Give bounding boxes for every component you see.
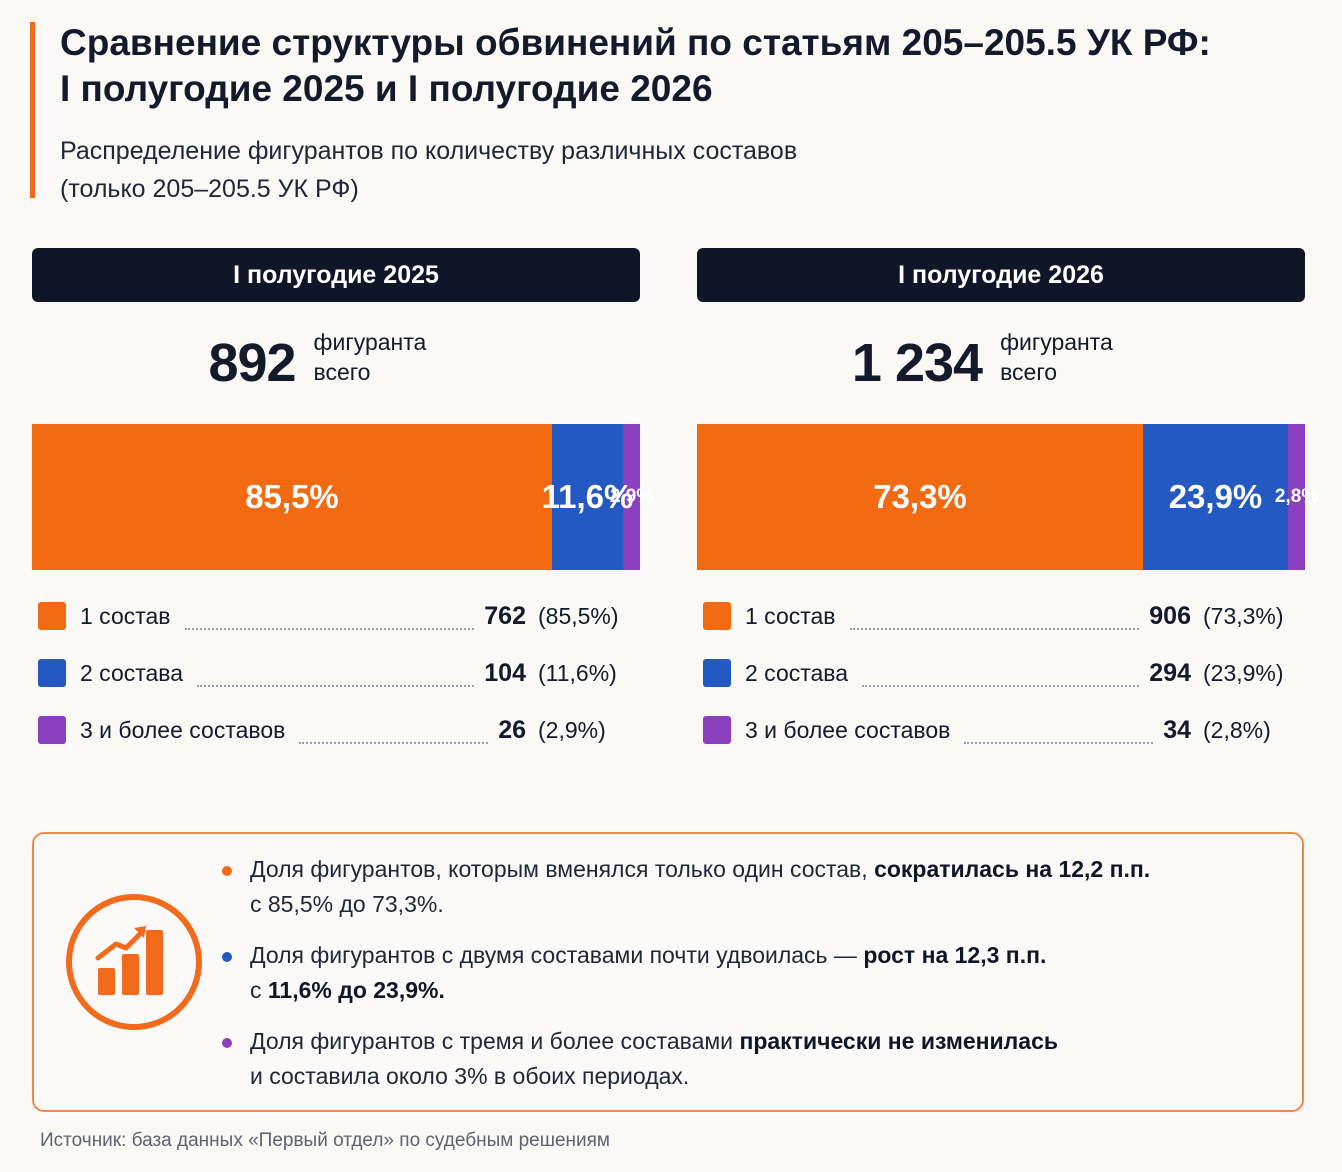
legend-label: 1 состав <box>80 603 171 629</box>
bar-label-2-sostava: 23,9% <box>1168 478 1263 515</box>
insight-list: Доля фигурантов, которым вменялся только… <box>222 852 1280 1110</box>
leader-dots <box>964 714 1154 744</box>
legend-percent: (11,6%) <box>538 660 617 686</box>
bar-segment-3-sostava <box>623 424 640 570</box>
subtitle-line-2: (только 205–205.5 УК РФ) <box>60 175 359 203</box>
bar-label-1-sostav: 73,3% <box>873 478 967 515</box>
bullet-dot <box>222 866 232 876</box>
accent-bar <box>30 22 35 198</box>
page-subtitle: Распределение фигурантов по количеству р… <box>60 132 1060 208</box>
total-label: фигуранта всего <box>314 327 464 387</box>
bar-segment-2-sostava <box>552 424 623 570</box>
legend-row: 1 состав 762 (85,5%) <box>32 600 640 657</box>
bar-segment-1-sostav <box>697 424 1143 570</box>
legend-swatch-one <box>703 602 731 630</box>
insight-item: Доля фигурантов с тремя и более составам… <box>222 1024 1280 1094</box>
leader-dots <box>299 714 489 744</box>
bar-label-3-sostava: 2,8% <box>1274 486 1319 507</box>
legend-percent: (2,8%) <box>1203 717 1271 743</box>
bar-chart-growth-icon <box>66 894 202 1030</box>
insight-text: и составила около 3% в обоих периодах. <box>250 1063 690 1089</box>
legend-row: 3 и более составов 34 (2,8%) <box>697 714 1305 771</box>
total-label: фигуранта всего <box>1000 327 1150 387</box>
stacked-bar: 85,5% 11,6% 2,9% <box>32 424 653 570</box>
bullet-dot <box>222 952 232 962</box>
bullet-dot <box>222 1038 232 1048</box>
legend-swatch-three <box>38 716 66 744</box>
legend-value: 34 <box>1163 716 1191 744</box>
insight-bold: сократилась на 12,2 п.п. <box>874 856 1151 882</box>
bar-label-1-sostav: 85,5% <box>245 478 339 515</box>
insight-text: Доля фигурантов с тремя и более составам… <box>250 1028 740 1054</box>
page-title: Сравнение структуры обвинений по статьям… <box>60 20 1320 112</box>
insight-bold: рост на 12,3 п.п. <box>863 942 1047 968</box>
insight-text: с 85,5% до 73,3%. <box>250 891 444 917</box>
legend-percent: (23,9%) <box>1203 660 1284 686</box>
total-block: 1 234 фигуранта всего <box>697 302 1305 424</box>
title-line-2: I полугодие 2025 и I полугодие 2026 <box>60 68 713 109</box>
legend-value: 762 <box>484 602 526 630</box>
insight-text: с <box>250 977 268 1003</box>
bar-segment-2-sostava <box>1143 424 1288 570</box>
panel-2025: I полугодие 2025 892 фигуранта всего 85,… <box>32 248 653 778</box>
total-number: 1 234 <box>851 333 983 393</box>
insight-bold: 11,6% до 23,9%. <box>267 977 445 1003</box>
leader-dots <box>849 600 1140 630</box>
legend-swatch-one <box>38 602 66 630</box>
legend-label: 1 состав <box>745 603 836 629</box>
legend-value: 294 <box>1149 659 1191 687</box>
legend-swatch-two <box>703 659 731 687</box>
leader-dots <box>184 600 475 630</box>
total-block: 892 фигуранта всего <box>32 302 640 424</box>
legend-percent: (85,5%) <box>538 603 619 629</box>
period-header: I полугодие 2025 <box>32 248 640 302</box>
insights-box: Доля фигурантов, которым вменялся только… <box>32 832 1304 1112</box>
stacked-bar: 73,3% 23,9% 2,8% <box>697 424 1318 570</box>
bar-label-2-sostava: 11,6% <box>541 478 634 515</box>
legend-value: 104 <box>484 659 526 687</box>
legend-percent: (2,9%) <box>538 717 606 743</box>
total-label-line-1: фигуранта <box>313 329 427 355</box>
insight-text: Доля фигурантов с двумя составами почти … <box>250 942 864 968</box>
insight-bold: практически не изменилась <box>739 1028 1059 1054</box>
insight-text: Доля фигурантов, которым вменялся только… <box>250 856 875 882</box>
legend-label: 3 и более составов <box>80 717 286 743</box>
insight-item: Доля фигурантов, которым вменялся только… <box>222 852 1280 922</box>
period-header: I полугодие 2026 <box>697 248 1305 302</box>
legend-row: 3 и более составов 26 (2,9%) <box>32 714 640 771</box>
total-label-line-2: всего <box>313 359 371 385</box>
subtitle-line-1: Распределение фигурантов по количеству р… <box>60 137 798 165</box>
legend-percent: (73,3%) <box>1203 603 1284 629</box>
legend-value: 906 <box>1149 602 1191 630</box>
legend-row: 1 состав 906 (73,3%) <box>697 600 1305 657</box>
legend-label: 3 и более составов <box>745 717 951 743</box>
legend-swatch-two <box>38 659 66 687</box>
legend-row: 2 состава 104 (11,6%) <box>32 657 640 714</box>
legend-swatch-three <box>703 716 731 744</box>
total-number: 892 <box>208 333 296 393</box>
legend-value: 26 <box>498 716 526 744</box>
legend-row: 2 состава 294 (23,9%) <box>697 657 1305 714</box>
bar-segment-1-sostav <box>32 424 552 570</box>
title-line-1: Сравнение структуры обвинений по статьям… <box>60 22 1211 63</box>
legend: 1 состав 762 (85,5%) 2 состава 104 (11,6… <box>32 600 640 771</box>
total-label-line-2: всего <box>1000 359 1057 385</box>
panel-2026: I полугодие 2026 1 234 фигуранта всего 7… <box>697 248 1318 778</box>
legend: 1 состав 906 (73,3%) 2 состава 294 (23,9… <box>697 600 1305 771</box>
bar-label-3-sostava: 2,9% <box>609 486 654 507</box>
legend-label: 2 состава <box>80 660 184 686</box>
total-label-line-1: фигуранта <box>1000 329 1113 355</box>
bar-segment-3-sostava <box>1288 424 1305 570</box>
legend-label: 2 состава <box>745 660 849 686</box>
leader-dots <box>862 657 1140 687</box>
source-note: Источник: база данных «Первый отдел» по … <box>40 1130 610 1151</box>
insight-item: Доля фигурантов с двумя составами почти … <box>222 938 1280 1008</box>
leader-dots <box>197 657 475 687</box>
